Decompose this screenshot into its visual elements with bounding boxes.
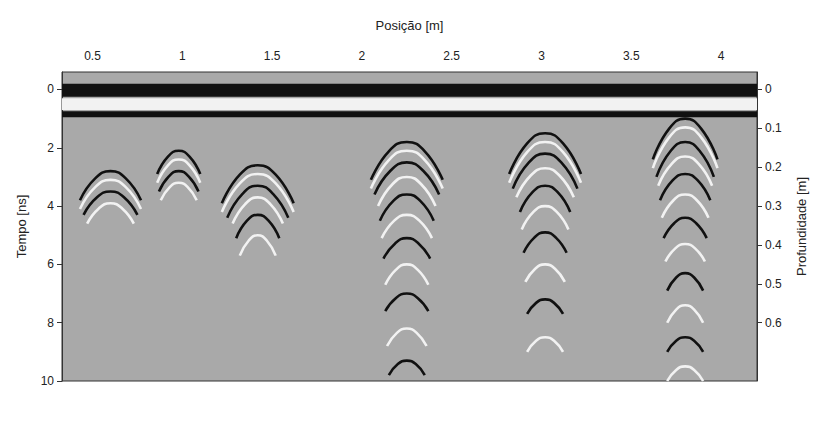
svg-text:Tempo [ns]: Tempo [ns]: [14, 195, 29, 259]
svg-text:0.3: 0.3: [765, 199, 782, 213]
svg-text:0.6: 0.6: [765, 316, 782, 330]
svg-text:Profundidade [m]: Profundidade [m]: [794, 177, 809, 276]
svg-text:4: 4: [718, 49, 725, 63]
svg-text:6: 6: [47, 257, 54, 271]
svg-text:0.1: 0.1: [765, 121, 782, 135]
svg-text:10: 10: [41, 374, 55, 388]
svg-text:0: 0: [47, 82, 54, 96]
svg-text:0: 0: [765, 82, 772, 96]
svg-text:0.5: 0.5: [765, 277, 782, 291]
svg-text:0.4: 0.4: [765, 238, 782, 252]
svg-text:8: 8: [47, 316, 54, 330]
svg-text:0.2: 0.2: [765, 160, 782, 174]
svg-text:4: 4: [47, 199, 54, 213]
svg-text:2: 2: [359, 49, 366, 63]
svg-text:Posição [m]: Posição [m]: [376, 18, 444, 33]
svg-text:2: 2: [47, 141, 54, 155]
svg-text:3.5: 3.5: [623, 49, 640, 63]
svg-text:1.5: 1.5: [264, 49, 281, 63]
svg-text:1: 1: [179, 49, 186, 63]
svg-text:3: 3: [538, 49, 545, 63]
svg-text:0.5: 0.5: [84, 49, 101, 63]
svg-text:2.5: 2.5: [443, 49, 460, 63]
